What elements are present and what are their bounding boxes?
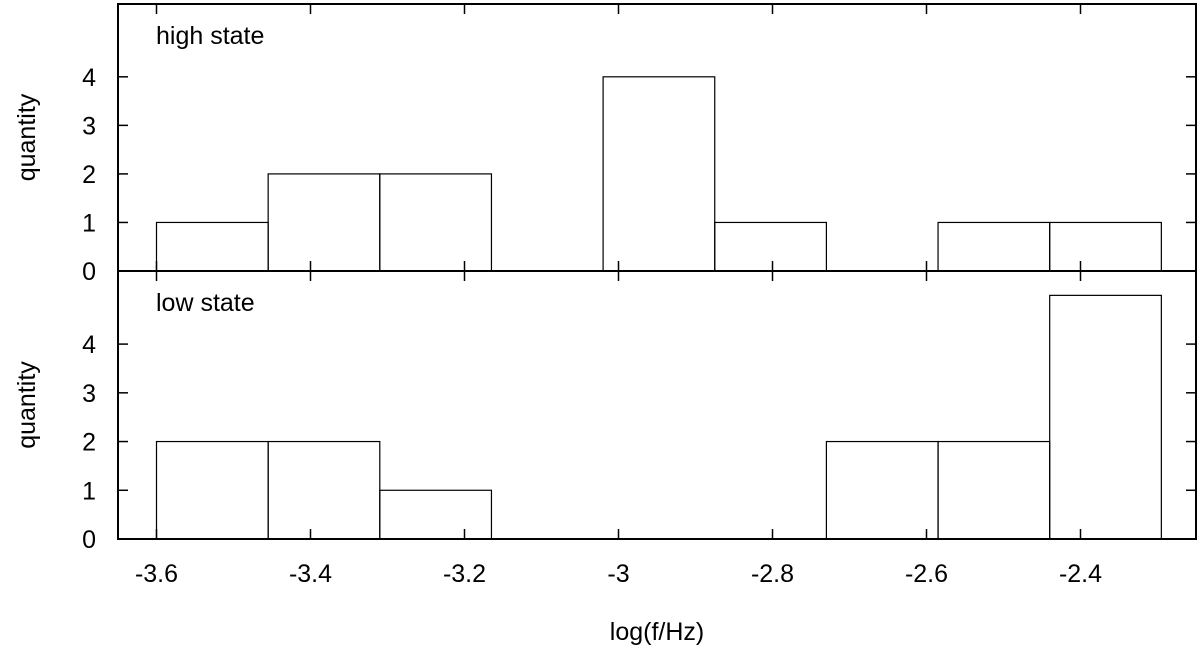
y-axis-label: quantity [13,93,41,181]
histogram-bar [1049,221,1162,272]
histogram-bar [602,76,716,272]
panel-label: high state [156,22,264,50]
y-tick-label: 4 [82,64,96,92]
histogram-bar [155,440,269,540]
histogram-bar [155,221,269,272]
x-tick-label: -3.4 [289,560,332,588]
histogram-bar [937,221,1051,272]
histogram-bar [1049,294,1162,540]
panels-layer: 0 1 2 3 4 high state quantity 0 1 2 3 4 low state qua… [13,3,1197,554]
y-tick-label: 2 [82,429,96,457]
x-tick-label: -2.8 [751,560,794,588]
x-tick-label: -2.6 [905,560,948,588]
histogram-bar [825,440,939,540]
x-axis-label: log(f/Hz) [610,618,704,646]
y-tick-label: 0 [82,258,96,286]
y-tick-label: 2 [82,161,96,189]
y-tick-label: 1 [82,477,96,505]
histogram-bar [379,489,493,540]
panel-1: 0 1 2 3 4 high state quantity [13,3,1197,286]
y-tick-label: 4 [82,331,96,359]
x-axis: -3.6 -3.4 -3.2 -3 -2.8 -2.6 -2.4 [135,560,1102,588]
y-tick-label: 3 [82,112,96,140]
y-tick-label: 1 [82,209,96,237]
y-axis-label: quantity [13,361,41,449]
x-tick-label: -3.6 [135,560,178,588]
histogram-bar [267,173,381,272]
x-tick-label: -3.2 [443,560,486,588]
histogram-bar [714,221,828,272]
x-tick-label: -2.4 [1059,560,1102,588]
histogram-bar [379,173,493,272]
panel-frame [117,3,1197,272]
histogram-bar [937,440,1051,540]
y-tick-label: 0 [82,526,96,554]
panel-frame [117,270,1197,540]
histogram-bar [267,440,381,540]
panel-2: 0 1 2 3 4 low state quantity [13,270,1197,554]
y-tick-label: 3 [82,380,96,408]
panel-label: low state [156,289,255,317]
x-tick-label: -3 [607,560,629,588]
